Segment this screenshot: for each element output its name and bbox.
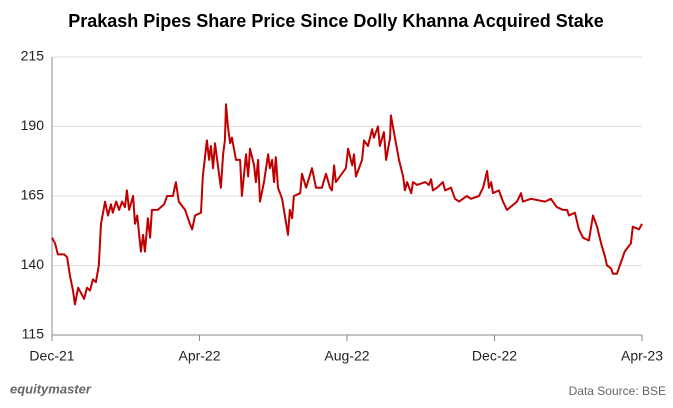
brand: equitymaster <box>10 381 92 396</box>
chart-title: Prakash Pipes Share Price Since Dolly Kh… <box>68 11 604 31</box>
source: Data Source: BSE <box>569 384 666 398</box>
x-tick-label: Dec-21 <box>29 348 74 364</box>
y-tick-label: 190 <box>21 117 45 133</box>
price-line <box>51 103 643 306</box>
x-tick-label: Apr-23 <box>621 348 663 364</box>
x-tick-label: Dec-22 <box>472 348 517 364</box>
y-tick-label: 215 <box>21 48 45 64</box>
x-tick-label: Aug-22 <box>324 348 369 364</box>
y-tick-label: 140 <box>21 256 45 272</box>
y-tick-label: 115 <box>22 326 45 342</box>
x-tick-label: Apr-22 <box>178 348 220 364</box>
y-tick-label: 165 <box>21 187 45 203</box>
